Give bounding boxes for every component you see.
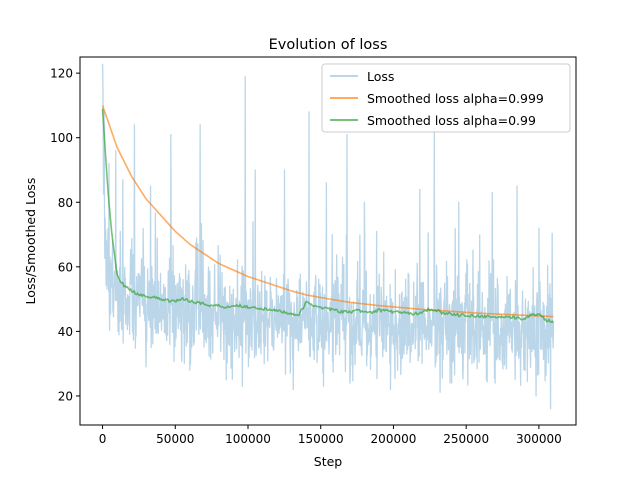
series-line-smoothed-loss-alpha-0-999: [101, 105, 554, 318]
x-tick-label: 0: [99, 432, 107, 446]
x-axis-label: Step: [314, 454, 343, 469]
series-layer: [101, 63, 555, 410]
y-tick-label: 80: [58, 196, 73, 210]
y-tick-label: 120: [50, 67, 73, 81]
chart-title: Evolution of loss: [269, 37, 388, 53]
y-tick-label: 100: [50, 131, 73, 145]
x-tick-label: 200000: [371, 432, 417, 446]
x-tick-label: 250000: [443, 432, 489, 446]
legend-label-smoothed-99: Smoothed loss alpha=0.99: [367, 113, 536, 128]
x-tick-label: 150000: [298, 432, 344, 446]
x-tick-label: 100000: [225, 432, 271, 446]
series-line-smoothed-loss-alpha-0-99: [101, 108, 555, 324]
y-tick-label: 60: [58, 260, 73, 274]
legend: Loss Smoothed loss alpha=0.999 Smoothed …: [321, 63, 571, 133]
y-axis-label: Loss/Smoothed Loss: [23, 178, 38, 305]
legend-label-loss: Loss: [367, 69, 394, 84]
x-tick-label: 300000: [516, 432, 562, 446]
legend-box: [321, 63, 571, 133]
x-tick-label: 50000: [156, 432, 194, 446]
plot-frame: [79, 56, 577, 426]
legend-label-smoothed-999: Smoothed loss alpha=0.999: [367, 91, 544, 106]
y-tick-label: 40: [58, 325, 73, 339]
y-tick-label: 20: [58, 389, 73, 403]
y-axis-ticks: 20 40 60 80 100 120: [50, 67, 80, 403]
x-axis-ticks: 0 50000 100000 150000 200000 250000 300000: [99, 425, 562, 446]
series-line-loss: [101, 63, 555, 410]
